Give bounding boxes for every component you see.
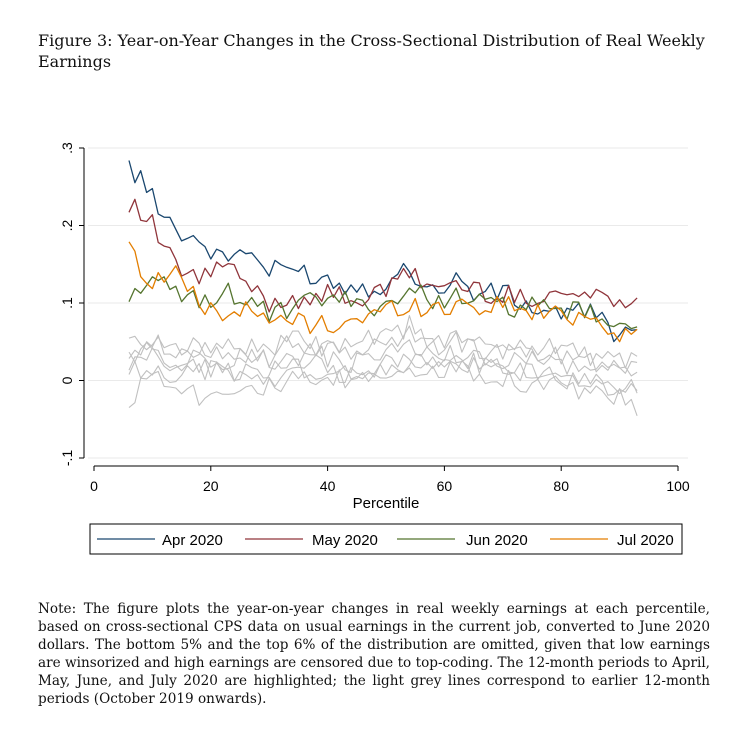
legend: Apr 2020 May 2020 Jun 2020 Jul 2020 bbox=[89, 523, 683, 555]
grey-series-line bbox=[128, 353, 638, 396]
grey-series-line bbox=[128, 325, 638, 374]
x-tick-label: 80 bbox=[553, 478, 569, 494]
x-axis-label: Percentile bbox=[353, 495, 420, 512]
y-tick-label: 0 bbox=[59, 376, 75, 384]
x-tick-label: 20 bbox=[203, 478, 219, 494]
highlighted-series-group bbox=[128, 160, 638, 343]
y-tick-label: .2 bbox=[59, 219, 75, 231]
legend-label: Apr 2020 bbox=[162, 532, 223, 549]
x-tick-label: 0 bbox=[90, 478, 98, 494]
legend-label: Jun 2020 bbox=[466, 532, 528, 549]
legend-label: May 2020 bbox=[312, 532, 378, 549]
x-tick-label: 40 bbox=[320, 478, 336, 494]
figure-title: Figure 3: Year-on-Year Changes in the Cr… bbox=[38, 31, 705, 71]
y-tick-label: .3 bbox=[59, 142, 75, 154]
y-tick-label: .1 bbox=[59, 297, 75, 309]
grey-series-group bbox=[128, 314, 638, 416]
line-chart: -.1 0 .1 .2 .3 0 20 40 60 80 100 Percentile Apr 202… bbox=[59, 142, 690, 555]
grey-series-line bbox=[128, 339, 638, 377]
grey-series-line bbox=[128, 314, 638, 369]
grey-series-line bbox=[128, 360, 638, 416]
x-tick-label: 60 bbox=[437, 478, 453, 494]
series-line-may-2020 bbox=[128, 198, 638, 313]
axes: -.1 0 .1 .2 .3 0 20 40 60 80 100 Percentile bbox=[59, 142, 690, 512]
series-line-jul-2020 bbox=[128, 241, 638, 343]
figure-note: Note: The figure plots the year-on-year … bbox=[38, 601, 710, 707]
y-tick-label: -.1 bbox=[59, 450, 75, 467]
legend-label: Jul 2020 bbox=[617, 532, 674, 549]
x-tick-label: 100 bbox=[666, 478, 690, 494]
